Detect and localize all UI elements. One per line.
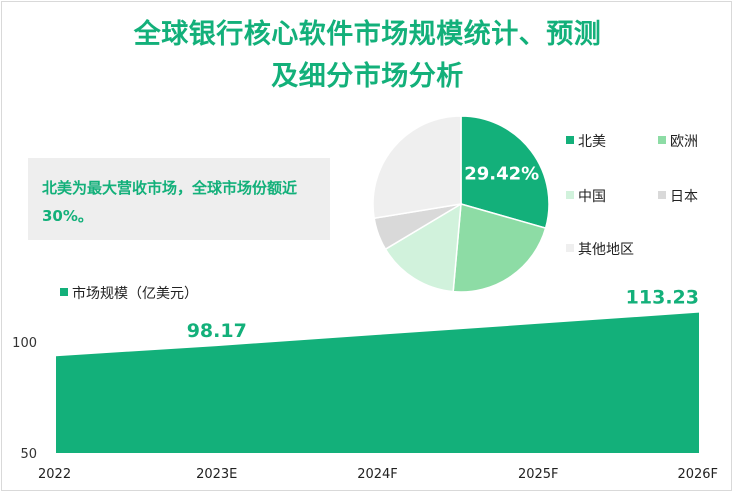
callout-box: 北美为最大营收市场，全球市场份额近30%。 — [28, 158, 330, 240]
title-line-1: 全球银行核心软件市场规模统计、预测 — [133, 19, 602, 50]
legend-swatch — [658, 136, 666, 144]
legend-swatch — [658, 191, 666, 199]
pie-legend-item: 北美 — [566, 133, 606, 151]
data-label: 98.17 — [187, 320, 247, 342]
legend-label: 市场规模（亿美元） — [72, 286, 198, 302]
pie-data-label: 29.42% — [464, 163, 539, 184]
callout-text: 北美为最大营收市场，全球市场份额近30%。 — [42, 179, 298, 225]
legend-swatch — [60, 288, 68, 296]
x-tick-label: 2024F — [357, 467, 398, 482]
legend-label: 日本 — [670, 189, 698, 205]
pie-legend-item: 欧洲 — [658, 133, 698, 151]
legend-swatch — [566, 136, 574, 144]
title-line-2: 及细分市场分析 — [271, 61, 464, 92]
pie-slice — [372, 115, 462, 220]
legend-swatch — [566, 244, 574, 252]
legend-label: 其他地区 — [578, 242, 634, 258]
x-tick-label: 2023E — [196, 467, 237, 482]
legend-swatch — [566, 191, 574, 199]
area-series — [56, 312, 699, 453]
pie-slice — [452, 203, 547, 293]
legend-label: 中国 — [578, 189, 606, 205]
x-tick-label: 2026F — [677, 467, 718, 482]
y-tick-label: 50 — [20, 447, 37, 462]
legend-label: 欧洲 — [670, 134, 698, 150]
pie-legend-item: 日本 — [658, 188, 698, 206]
area-legend-item: 市场规模（亿美元） — [60, 285, 198, 303]
y-tick-label: 100 — [12, 336, 37, 351]
chart-title: 全球银行核心软件市场规模统计、预测 及细分市场分析 — [0, 14, 735, 98]
legend-label: 北美 — [578, 134, 606, 150]
pie-legend-item: 中国 — [566, 188, 606, 206]
pie-slice — [384, 202, 462, 293]
pie-legend-item: 其他地区 — [566, 241, 634, 259]
x-tick-label: 2022 — [38, 467, 71, 482]
pie-slice — [460, 115, 550, 230]
x-tick-label: 2025F — [518, 467, 559, 482]
data-label: 113.23 — [626, 287, 699, 309]
